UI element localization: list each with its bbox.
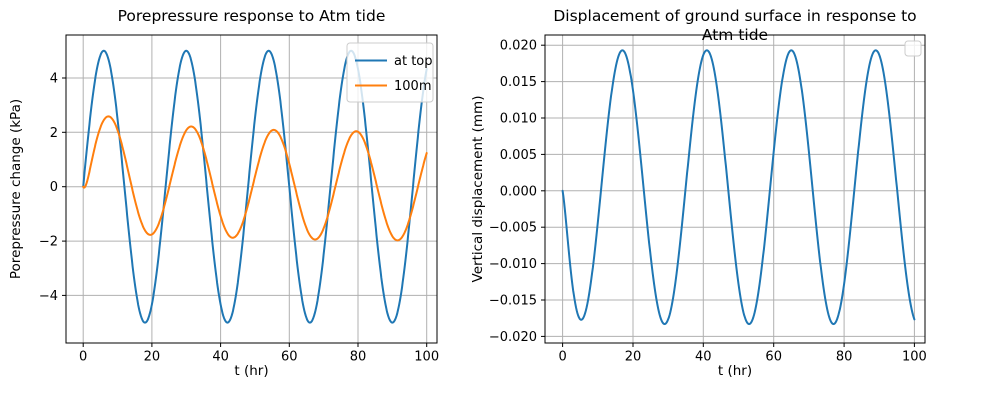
left-y-axis-label: Porepressure change (kPa)	[8, 98, 24, 280]
y-tick-label: −0.015	[489, 294, 537, 309]
y-tick-label: 4	[50, 72, 58, 87]
series-line-100m	[82, 115, 428, 242]
y-tick-label: 0.010	[500, 112, 537, 127]
x-tick-label: 100	[414, 350, 439, 365]
x-tick-label: 80	[350, 350, 367, 365]
y-tick-label: −2	[39, 235, 58, 250]
x-tick-label: 100	[902, 350, 927, 365]
y-tick-label: 0.000	[500, 184, 537, 199]
legend: at top 100m	[346, 42, 434, 103]
left-x-axis-label: t (hr)	[234, 363, 269, 379]
axes-frame	[544, 34, 926, 344]
x-tick-label: 20	[625, 350, 642, 365]
x-tick-label: 0	[79, 350, 87, 365]
y-tick-label: 0.015	[500, 75, 537, 90]
legend-box	[346, 42, 434, 103]
y-tick-label: −4	[39, 289, 58, 304]
legend-entry-label: at top	[394, 54, 433, 69]
x-tick-label: 80	[836, 350, 853, 365]
axes-frame	[65, 34, 438, 344]
legend-entry-label: 100m	[394, 79, 431, 94]
y-tick-label: −0.020	[489, 330, 537, 345]
series-line-ground-surface-displacement	[561, 49, 916, 326]
right-y-axis-label: Vertical displacement (mm)	[470, 95, 486, 283]
x-tick-label: 60	[281, 350, 298, 365]
legend-box-empty	[904, 40, 922, 57]
y-tick-label: 2	[50, 126, 58, 141]
series-line-at-top	[82, 49, 428, 324]
y-tick-label: −0.010	[489, 257, 537, 272]
x-tick-label: 40	[212, 350, 229, 365]
y-tick-label: −0.005	[489, 221, 537, 236]
legend	[904, 40, 922, 57]
y-tick-label: 0.020	[500, 39, 537, 54]
x-tick-label: 60	[765, 350, 782, 365]
y-tick-label: 0.005	[500, 148, 537, 163]
right-x-axis-label: t (hr)	[717, 363, 753, 379]
right-chart-title: Displacement of ground surface in respon…	[553, 7, 917, 44]
subplot-displacement: 0 20 40 60 80 100 −0.020 −0.015 −0.010 −0.005 0.00…	[489, 34, 927, 365]
x-tick-label: 0	[558, 350, 566, 365]
x-tick-label: 20	[144, 350, 161, 365]
subplot-porepressure: 0 20 40 60 80 100 −4 −2 0 2 4 at top 100m	[39, 34, 439, 365]
y-tick-label: 0	[50, 180, 58, 195]
left-chart-title: Porepressure response to Atm tide	[117, 7, 386, 25]
x-tick-label: 40	[695, 350, 712, 365]
